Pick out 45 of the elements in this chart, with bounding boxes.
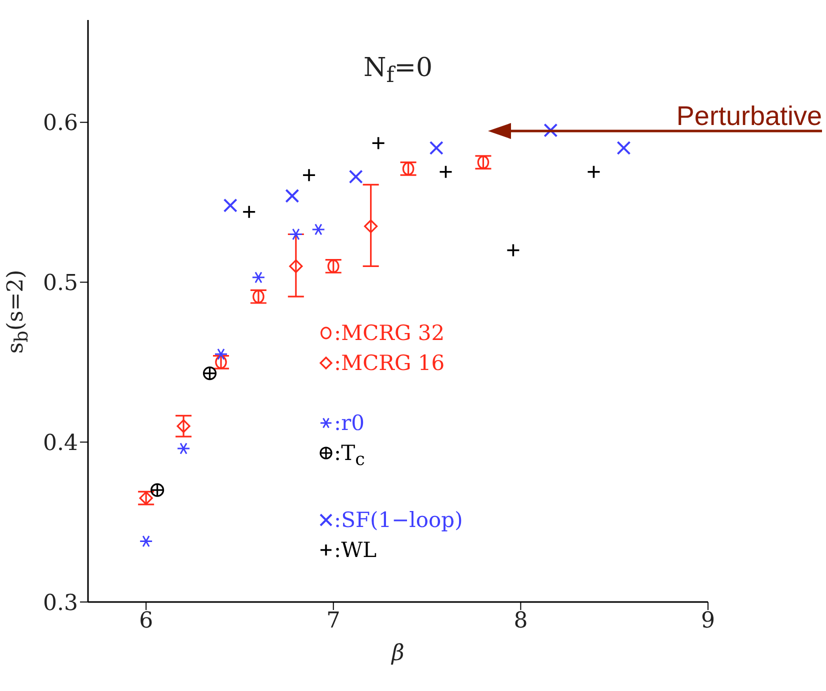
legend-label: :r0 xyxy=(334,411,364,435)
point xyxy=(242,204,256,219)
legend-label: :T$_{c}$ xyxy=(334,441,365,470)
point xyxy=(223,198,238,212)
legend-label: :MCRG 16 xyxy=(334,351,445,375)
x-tick-label: 7 xyxy=(326,608,340,634)
point xyxy=(364,219,378,234)
x-tick-label: 9 xyxy=(701,608,715,634)
point xyxy=(544,123,558,138)
point xyxy=(252,290,264,304)
point xyxy=(327,259,340,274)
point xyxy=(176,442,190,454)
y-tick-label: 0.5 xyxy=(43,271,78,296)
point xyxy=(616,140,631,155)
point xyxy=(215,355,227,369)
point xyxy=(289,259,303,274)
point xyxy=(214,348,228,360)
y-tick-label: 0.4 xyxy=(43,430,78,456)
point xyxy=(285,188,300,203)
point xyxy=(289,228,303,240)
point xyxy=(139,535,153,548)
y-tick-label: 0.6 xyxy=(43,111,78,136)
x-tick-label: 6 xyxy=(139,608,154,634)
point xyxy=(202,366,217,380)
point xyxy=(252,271,266,284)
point xyxy=(429,140,444,155)
legend-label: :WL xyxy=(334,538,377,562)
point xyxy=(348,170,363,184)
point xyxy=(402,162,414,176)
point xyxy=(150,483,164,497)
x-tick-label: 8 xyxy=(514,608,528,634)
point xyxy=(176,419,190,433)
point xyxy=(302,168,316,182)
text: N$_{f}$=0 xyxy=(362,53,434,88)
point xyxy=(312,223,326,236)
point xyxy=(506,243,520,258)
legend-label: :SF(1−loop) xyxy=(334,508,463,532)
annotation: Perturbative xyxy=(676,101,822,131)
point xyxy=(438,164,453,179)
y-tick-label: 0.3 xyxy=(43,590,78,616)
point xyxy=(477,156,490,170)
point xyxy=(371,136,386,150)
x-axis-title: β xyxy=(390,641,404,666)
point xyxy=(586,164,601,179)
legend-label: :MCRG 32 xyxy=(334,321,445,345)
